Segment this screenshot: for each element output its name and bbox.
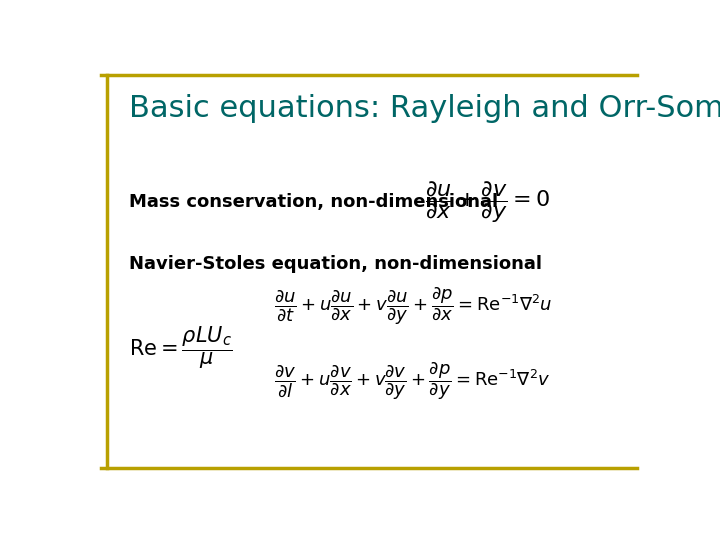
Text: $\dfrac{\partial v}{\partial l} + u\dfrac{\partial v}{\partial x} + v\dfrac{\par: $\dfrac{\partial v}{\partial l} + u\dfra… [274,360,551,402]
Text: Basic equations: Rayleigh and Orr-Sommerfeld equations: Basic equations: Rayleigh and Orr-Sommer… [129,94,720,123]
Text: $\dfrac{\partial u}{\partial x} + \dfrac{\partial v}{\partial y} = 0$: $\dfrac{\partial u}{\partial x} + \dfrac… [425,179,550,225]
Text: $\dfrac{\partial u}{\partial t} + u\dfrac{\partial u}{\partial x} + v\dfrac{\par: $\dfrac{\partial u}{\partial t} + u\dfra… [274,285,553,327]
Text: Mass conservation, non-dimensional: Mass conservation, non-dimensional [129,193,498,211]
Text: Navier-Stoles equation, non-dimensional: Navier-Stoles equation, non-dimensional [129,255,542,273]
Text: $\mathrm{Re} = \dfrac{\rho L U_c}{\mu}$: $\mathrm{Re} = \dfrac{\rho L U_c}{\mu}$ [129,325,233,371]
